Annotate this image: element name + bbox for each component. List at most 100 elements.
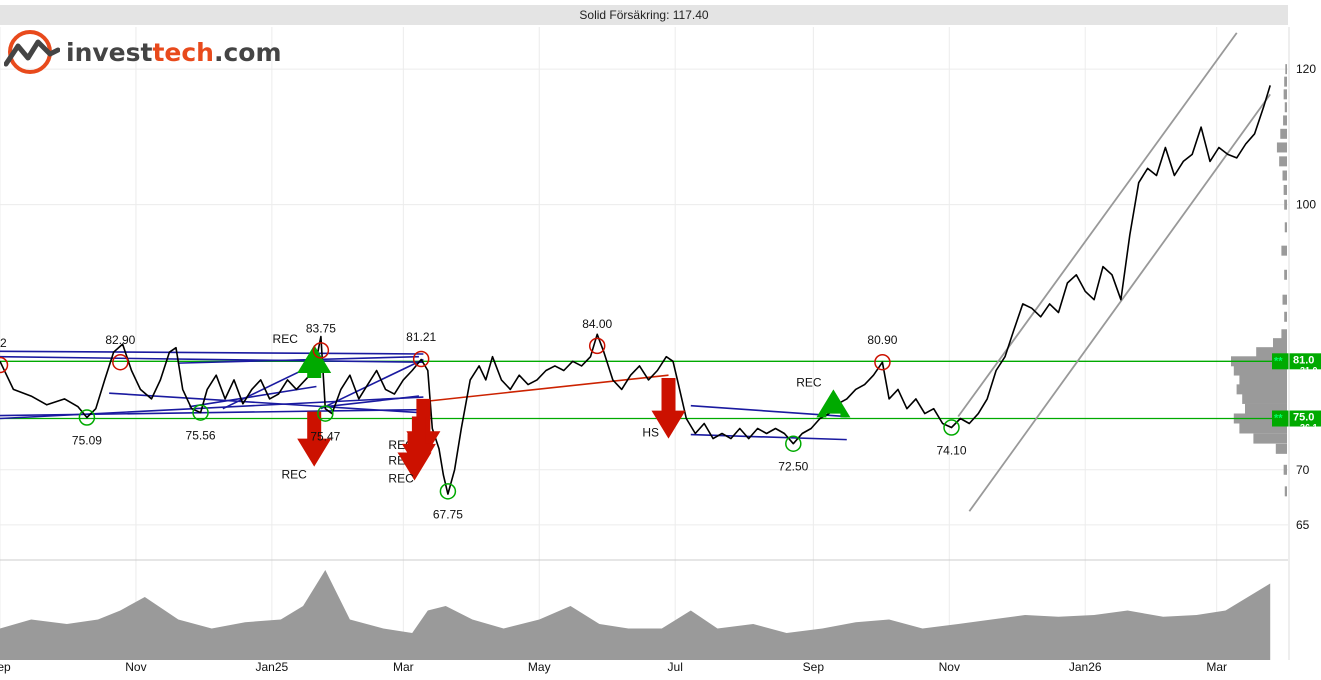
y-tick-label: 65 bbox=[1296, 518, 1310, 532]
level-label: 81.0 bbox=[1293, 354, 1314, 366]
peak-label: 83.75 bbox=[306, 321, 336, 335]
volume-profile-bar bbox=[1281, 245, 1287, 256]
level-label-box bbox=[1272, 410, 1321, 427]
signal-label: REC bbox=[281, 467, 307, 481]
trend-line bbox=[109, 392, 419, 414]
trough-label: 75.09 bbox=[72, 434, 102, 448]
volume-profile-bar bbox=[1284, 269, 1287, 280]
volume-profile-bar bbox=[1233, 365, 1287, 376]
level-marker: ** bbox=[1274, 413, 1283, 425]
level-marker: ** bbox=[1274, 355, 1283, 367]
peak-marker bbox=[874, 353, 891, 371]
volume-profile-bar bbox=[1239, 423, 1287, 434]
volume-profile-bar bbox=[1285, 64, 1287, 75]
volume-profile-bar bbox=[1283, 89, 1287, 100]
level-label: 75.0 bbox=[1293, 412, 1314, 424]
volume-profile-bar bbox=[1284, 76, 1287, 87]
volume-profile-bar bbox=[1273, 338, 1287, 349]
peak-marker bbox=[312, 342, 330, 359]
sell-signal-arrow bbox=[651, 378, 686, 439]
peak-label: 80.90 bbox=[867, 333, 897, 347]
volume-profile-bar bbox=[1281, 329, 1287, 340]
x-tick-label: Sep bbox=[0, 660, 11, 674]
volume-area bbox=[0, 570, 1271, 660]
trough-label: 72.50 bbox=[778, 460, 808, 474]
volume-profile-bar bbox=[1282, 294, 1287, 305]
trough-marker bbox=[317, 405, 334, 422]
volume-profile-bar bbox=[1283, 115, 1287, 126]
x-tick-label: Mar bbox=[393, 660, 414, 674]
buy-signal-arrow bbox=[297, 345, 332, 378]
peak-label: 82.90 bbox=[105, 333, 135, 347]
y-tick-label: 120 bbox=[1296, 62, 1316, 76]
volume-profile-bar bbox=[1284, 222, 1287, 233]
trough-label: 67.75 bbox=[433, 507, 463, 521]
price-line bbox=[0, 85, 1271, 495]
trend-channel-line bbox=[968, 93, 1271, 512]
peak-marker bbox=[0, 356, 9, 374]
x-tick-label: Nov bbox=[939, 660, 960, 674]
x-tick-label: Jul bbox=[668, 660, 683, 674]
peak-marker bbox=[588, 337, 606, 355]
trend-line bbox=[0, 355, 424, 364]
trend-channel-line bbox=[957, 32, 1238, 418]
volume-profile-bar bbox=[1279, 156, 1287, 167]
sell-signal-arrow bbox=[297, 411, 332, 467]
trough-marker bbox=[439, 483, 457, 500]
volume-profile-bar bbox=[1242, 393, 1287, 404]
volume-profile-bar bbox=[1280, 128, 1287, 139]
trend-line bbox=[178, 355, 419, 364]
signal-label: REC bbox=[796, 375, 822, 389]
volume-profile-bar bbox=[1284, 486, 1287, 497]
peak-marker bbox=[112, 353, 129, 371]
volume-profile-bar bbox=[1253, 433, 1287, 444]
chart-title-bar: Solid Försäkring: 117.40 bbox=[0, 5, 1288, 25]
signal-label: REC bbox=[388, 472, 414, 486]
volume-profile-bar bbox=[1275, 443, 1287, 454]
volume-profile-bar bbox=[1284, 102, 1287, 113]
x-tick-label: Jan26 bbox=[1069, 660, 1102, 674]
investtech-logo: investtech.com bbox=[4, 30, 282, 74]
volume-profile-bar bbox=[1282, 170, 1287, 181]
y-tick-label: 70 bbox=[1296, 463, 1310, 477]
trough-marker bbox=[943, 419, 960, 436]
x-tick-label: Mar bbox=[1206, 660, 1227, 674]
peak-label: 84.00 bbox=[582, 317, 612, 331]
volume-profile-bar bbox=[1245, 403, 1287, 414]
signal-label: HS bbox=[642, 426, 659, 440]
sell-signal-arrow bbox=[397, 433, 432, 481]
trend-line bbox=[0, 350, 424, 355]
level-percent: -36.1 bbox=[1297, 423, 1318, 433]
signal-label: REC bbox=[273, 332, 299, 346]
trend-line bbox=[320, 358, 424, 410]
buy-signal-arrow bbox=[816, 389, 851, 418]
peak-marker bbox=[412, 350, 430, 368]
x-tick-label: Jan25 bbox=[256, 660, 289, 674]
logo-mark-icon bbox=[4, 30, 60, 74]
peak-label: 81.21 bbox=[406, 330, 436, 344]
plot-area bbox=[0, 27, 1288, 660]
trough-label: 75.47 bbox=[310, 430, 340, 444]
volume-profile-bar bbox=[1276, 142, 1287, 153]
logo-text: investtech.com bbox=[66, 37, 282, 67]
volume-profile-bar bbox=[1236, 384, 1287, 395]
trough-marker bbox=[192, 404, 209, 421]
trend-line bbox=[189, 385, 317, 408]
chart-title: Solid Försäkring: 117.40 bbox=[579, 8, 709, 22]
trough-marker bbox=[785, 435, 802, 452]
trough-label: 75.56 bbox=[186, 429, 216, 443]
trend-line bbox=[0, 408, 424, 417]
x-tick-label: Sep bbox=[803, 660, 825, 674]
level-percent: -31.0 bbox=[1297, 365, 1318, 375]
volume-profile-bar bbox=[1256, 347, 1287, 358]
x-tick-label: Nov bbox=[125, 660, 146, 674]
level-label-box bbox=[1272, 353, 1321, 370]
volume-profile-bar bbox=[1283, 464, 1287, 475]
x-tick-label: May bbox=[528, 660, 551, 674]
trough-marker bbox=[78, 409, 96, 426]
volume-profile-bar bbox=[1284, 199, 1287, 210]
peak-label: 62 bbox=[0, 336, 7, 350]
trough-label: 74.10 bbox=[936, 443, 966, 457]
volume-profile-bar bbox=[1283, 184, 1287, 195]
